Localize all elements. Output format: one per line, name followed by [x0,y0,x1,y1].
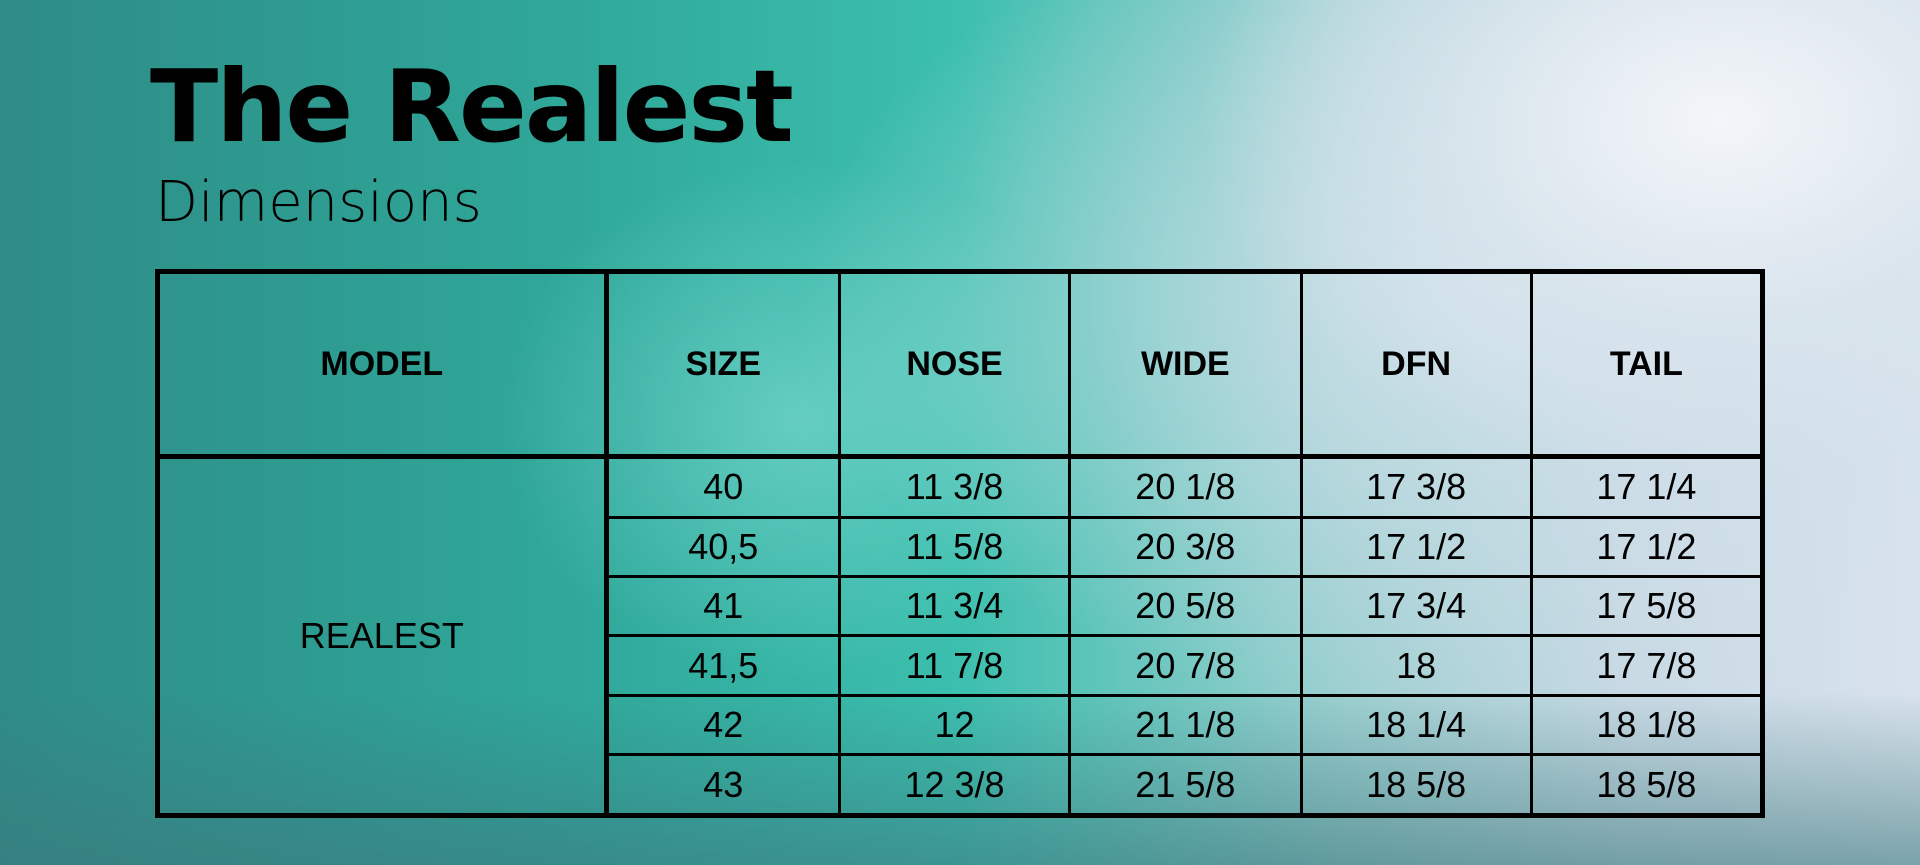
tail-cell: 17 7/8 [1529,634,1765,697]
header-dfn: DFN [1299,270,1533,459]
nose-cell: 11 5/8 [837,515,1072,579]
page-subtitle: Dimensions [155,170,482,235]
header-nose: NOSE [837,270,1072,459]
wide-cell: 20 1/8 [1068,455,1303,519]
wide-cell: 21 5/8 [1068,753,1303,817]
table-row: 40,5 11 5/8 20 3/8 17 1/2 17 1/2 [158,515,1765,579]
dfn-cell: 17 3/8 [1299,455,1533,519]
size-cell: 42 [604,693,841,757]
table-header-row: MODEL SIZE NOSE WIDE DFN TAIL [156,270,1765,459]
nose-cell: 12 [837,693,1072,757]
tail-cell: 18 1/8 [1529,693,1765,757]
table-row: 43 12 3/8 21 5/8 18 5/8 18 5/8 [158,753,1765,817]
dfn-cell: 18 [1299,634,1533,697]
nose-cell: 11 3/8 [837,455,1072,519]
size-cell: 40,5 [604,515,841,579]
header-wide: WIDE [1068,270,1303,459]
header-model: MODEL [156,270,609,459]
nose-cell: 12 3/8 [837,753,1072,817]
page-title: The Realest [150,48,794,165]
table-row: 42 12 21 1/8 18 1/4 18 1/8 [158,693,1765,757]
size-cell: 41 [604,575,841,638]
model-cell: REALEST [156,455,609,817]
nose-cell: 11 7/8 [837,634,1072,697]
dfn-cell: 17 1/2 [1299,515,1533,579]
tail-cell: 18 5/8 [1529,753,1765,817]
size-cell: 40 [604,455,841,519]
header-size: SIZE [604,270,841,459]
dfn-cell: 17 3/4 [1299,575,1533,638]
wide-cell: 21 1/8 [1068,693,1303,757]
wide-cell: 20 5/8 [1068,575,1303,638]
tail-cell: 17 1/2 [1529,515,1765,579]
dfn-cell: 18 5/8 [1299,753,1533,817]
tail-cell: 17 5/8 [1529,575,1765,638]
wide-cell: 20 3/8 [1068,515,1303,579]
table-row: REALEST 40 11 3/8 20 1/8 17 3/8 17 1/4 [156,455,1765,817]
nose-cell: 11 3/4 [837,575,1072,638]
table-row: 41 11 3/4 20 5/8 17 3/4 17 5/8 [158,575,1765,638]
dimensions-table: MODEL SIZE NOSE WIDE DFN TAIL REALEST 40… [155,269,1765,818]
wide-cell: 20 7/8 [1068,634,1303,697]
size-cell: 41,5 [604,634,841,697]
header-tail: TAIL [1529,270,1765,459]
dfn-cell: 18 1/4 [1299,693,1533,757]
table-row: 41,5 11 7/8 20 7/8 18 17 7/8 [158,634,1765,697]
size-cell: 43 [604,753,841,817]
tail-cell: 17 1/4 [1529,455,1765,519]
